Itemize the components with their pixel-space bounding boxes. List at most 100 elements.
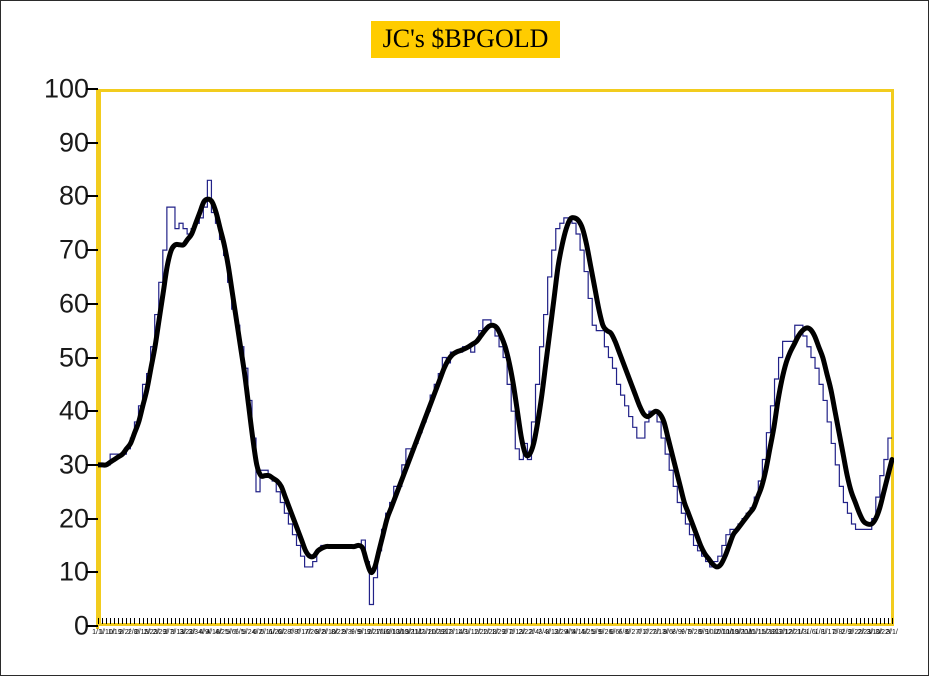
x-axis-tick-label: 2/7/ <box>502 629 515 636</box>
x-axis-tick-label: 4/15/ <box>571 629 588 636</box>
x-axis-tick-label: 6/2/ <box>252 629 265 636</box>
y-axis-tick-label: 50 <box>58 342 89 372</box>
x-axis-tick-label: 11/29/ <box>427 629 447 636</box>
x-axis-tick-label: 9/12/ <box>357 629 374 636</box>
x-axis-tick-label: 4/18/ <box>206 629 222 636</box>
x-axis-tick-label: 1/22/ <box>473 629 490 636</box>
x-axis-tick-label: 11/28/ <box>757 629 777 636</box>
x-axis-tick-label: 11/20/ <box>418 629 438 636</box>
x-axis-tick-label: 11/6/ <box>741 629 757 636</box>
x-axis-tick-label: 3/4/ <box>538 629 550 636</box>
x-axis-tick-label: 8/6/ <box>663 629 675 636</box>
x-axis-tick-label: 5/26/ <box>598 629 615 636</box>
x-axis-tick-label: 10/21/ <box>400 629 420 636</box>
chart-title-text: JC's $BPGOLD <box>370 21 561 58</box>
x-axis-tick-label: 3/12/ <box>545 629 561 636</box>
x-axis-tick-label: 1/8/ <box>814 629 827 636</box>
y-axis-tick-label: 60 <box>58 288 89 319</box>
x-axis-tick-label: 12/12/ <box>775 629 795 636</box>
y-axis-tick-mark <box>86 625 98 627</box>
x-axis-tick-label: 10/19/ <box>391 629 412 636</box>
x-axis-tick-label: 2/23/ <box>857 629 874 636</box>
x-axis-tick-label: 2/4/ <box>529 629 541 636</box>
x-axis-tick-label: 4/25/ <box>580 629 597 636</box>
y-axis-tick-mark <box>86 463 98 466</box>
x-axis-tick-label: 5/9/ <box>591 629 604 636</box>
x-axis-tick-label: 6/6/ <box>609 629 622 636</box>
y-axis-tick-label: 30 <box>58 449 89 480</box>
x-axis-tick-label: 12/21/ <box>784 629 804 636</box>
y-axis-line <box>96 89 99 629</box>
x-axis-tick-label: 7/26/ <box>304 629 320 636</box>
x-axis-tick-label: 2/2/ <box>118 629 131 636</box>
x-axis-tick-label: 1/3/ <box>796 629 809 636</box>
x-axis-tick-label: 3/22/ <box>179 629 195 636</box>
x-axis-tick-label: 5/24/ <box>241 629 258 636</box>
x-axis-tick-label: 1/6/ <box>805 629 818 636</box>
y-axis-tick-mark <box>86 410 98 413</box>
x-axis-tick-label: 2/22/ <box>518 629 535 636</box>
x-axis-tick-label: 7/13/ <box>652 629 668 636</box>
y-axis-tick-mark <box>86 195 98 198</box>
x-axis-tick-label: 9/27/ <box>366 629 383 636</box>
x-axis-tick-label: 3/1/ <box>886 629 898 636</box>
x-axis-tick-label: 6/27/ <box>625 629 642 636</box>
x-axis-tick-label: 2/13/ <box>509 629 526 636</box>
x-axis-tick-label: 2/29/ <box>152 629 169 636</box>
y-axis-tick-label: 80 <box>58 180 89 211</box>
x-axis-tick-label: 8/10/ <box>322 629 338 636</box>
x-axis-tick-label: 12/14/ <box>445 629 465 636</box>
x-axis-tick-label: 6/11/ <box>259 629 276 636</box>
y-axis-tick-label: 90 <box>58 127 89 158</box>
x-axis-tick-label: 8/2/ <box>315 629 327 636</box>
y-axis-tick-mark <box>86 249 98 252</box>
x-axis-tick-label: 11/2/ <box>411 629 427 636</box>
x-axis-tick-label: 6/8/ <box>618 629 631 636</box>
x-axis-tick-label: 3/34/ <box>188 629 204 636</box>
x-axis-tick-label: 4/9/ <box>199 629 211 636</box>
series-smoothed-line <box>98 196 894 575</box>
x-axis-tick-label: 10/13/ <box>382 629 403 636</box>
x-axis-tick-label: 9/9/ <box>350 629 363 636</box>
x-axis-tick-label: 1/29/ <box>491 629 508 636</box>
plot-area-frame <box>98 89 894 626</box>
x-axis-tick-label: 3/13/ <box>170 629 187 636</box>
x-axis-tick-label: 3/29/ <box>554 629 570 636</box>
x-axis-tick-label: 1/19/ <box>108 629 124 636</box>
x-axis-tick-label: 1/17/ <box>821 629 838 636</box>
y-axis-tick-mark <box>86 302 98 305</box>
x-axis-tick-label: 4/25/ <box>215 629 231 636</box>
x-axis-tick-label: 9/3/ <box>341 629 354 636</box>
x-axis-tick-label: 12/3/ <box>768 629 784 636</box>
x-axis-labels: 1/1/1/10/1/19/2/2/2/8/2/15/2/23/2/29/3/7… <box>1 627 928 647</box>
x-axis-tick-label: 2/23/ <box>143 629 160 636</box>
x-axis-tick-label: 10/19/ <box>721 629 742 636</box>
y-axis-tick-mark <box>86 141 98 144</box>
x-axis-line <box>96 623 894 626</box>
page-title: JC's $BPGOLD <box>1 21 928 58</box>
x-axis-tick-label: 10/11/ <box>713 629 732 636</box>
x-axis-tick-label: 1/10/ <box>99 629 115 636</box>
y-axis-tick-label: 40 <box>58 395 89 426</box>
x-axis-tick-label: 7/22/ <box>643 629 659 636</box>
x-axis-tick-label: 5/6/ <box>225 629 238 636</box>
x-axis-tick-label: 4/5/ <box>564 629 577 636</box>
x-axis-tick-label: 1/12/ <box>464 629 481 636</box>
x-axis-tick-label: 2/22/ <box>848 629 865 636</box>
y-axis-tick-label: 100 <box>43 73 89 104</box>
x-axis-tick-label: 8/22/ <box>331 629 347 636</box>
y-axis-tick-mark <box>86 571 98 574</box>
y-axis-tick-mark <box>86 517 98 520</box>
x-axis-tick-label: 10/2/ <box>705 629 722 636</box>
x-axis-tick-label: 9/9/ <box>698 629 711 636</box>
y-axis-tick-label: 0 <box>73 610 89 641</box>
x-axis-tick-label: 9/28/ <box>687 629 704 636</box>
x-axis-tick-label: 3/7/ <box>163 629 176 636</box>
x-axis-tick-label: 7/8/ <box>288 629 301 636</box>
x-axis-tick-label: 5/5/ <box>234 629 247 636</box>
x-axis-tick-label: 3/22/ <box>875 629 891 636</box>
x-axis-tick-label: 2/9/ <box>841 629 854 636</box>
x-axis-tick-label: 10/6/ <box>375 629 392 636</box>
x-axis-tick-label: 8/9/ <box>672 629 684 636</box>
